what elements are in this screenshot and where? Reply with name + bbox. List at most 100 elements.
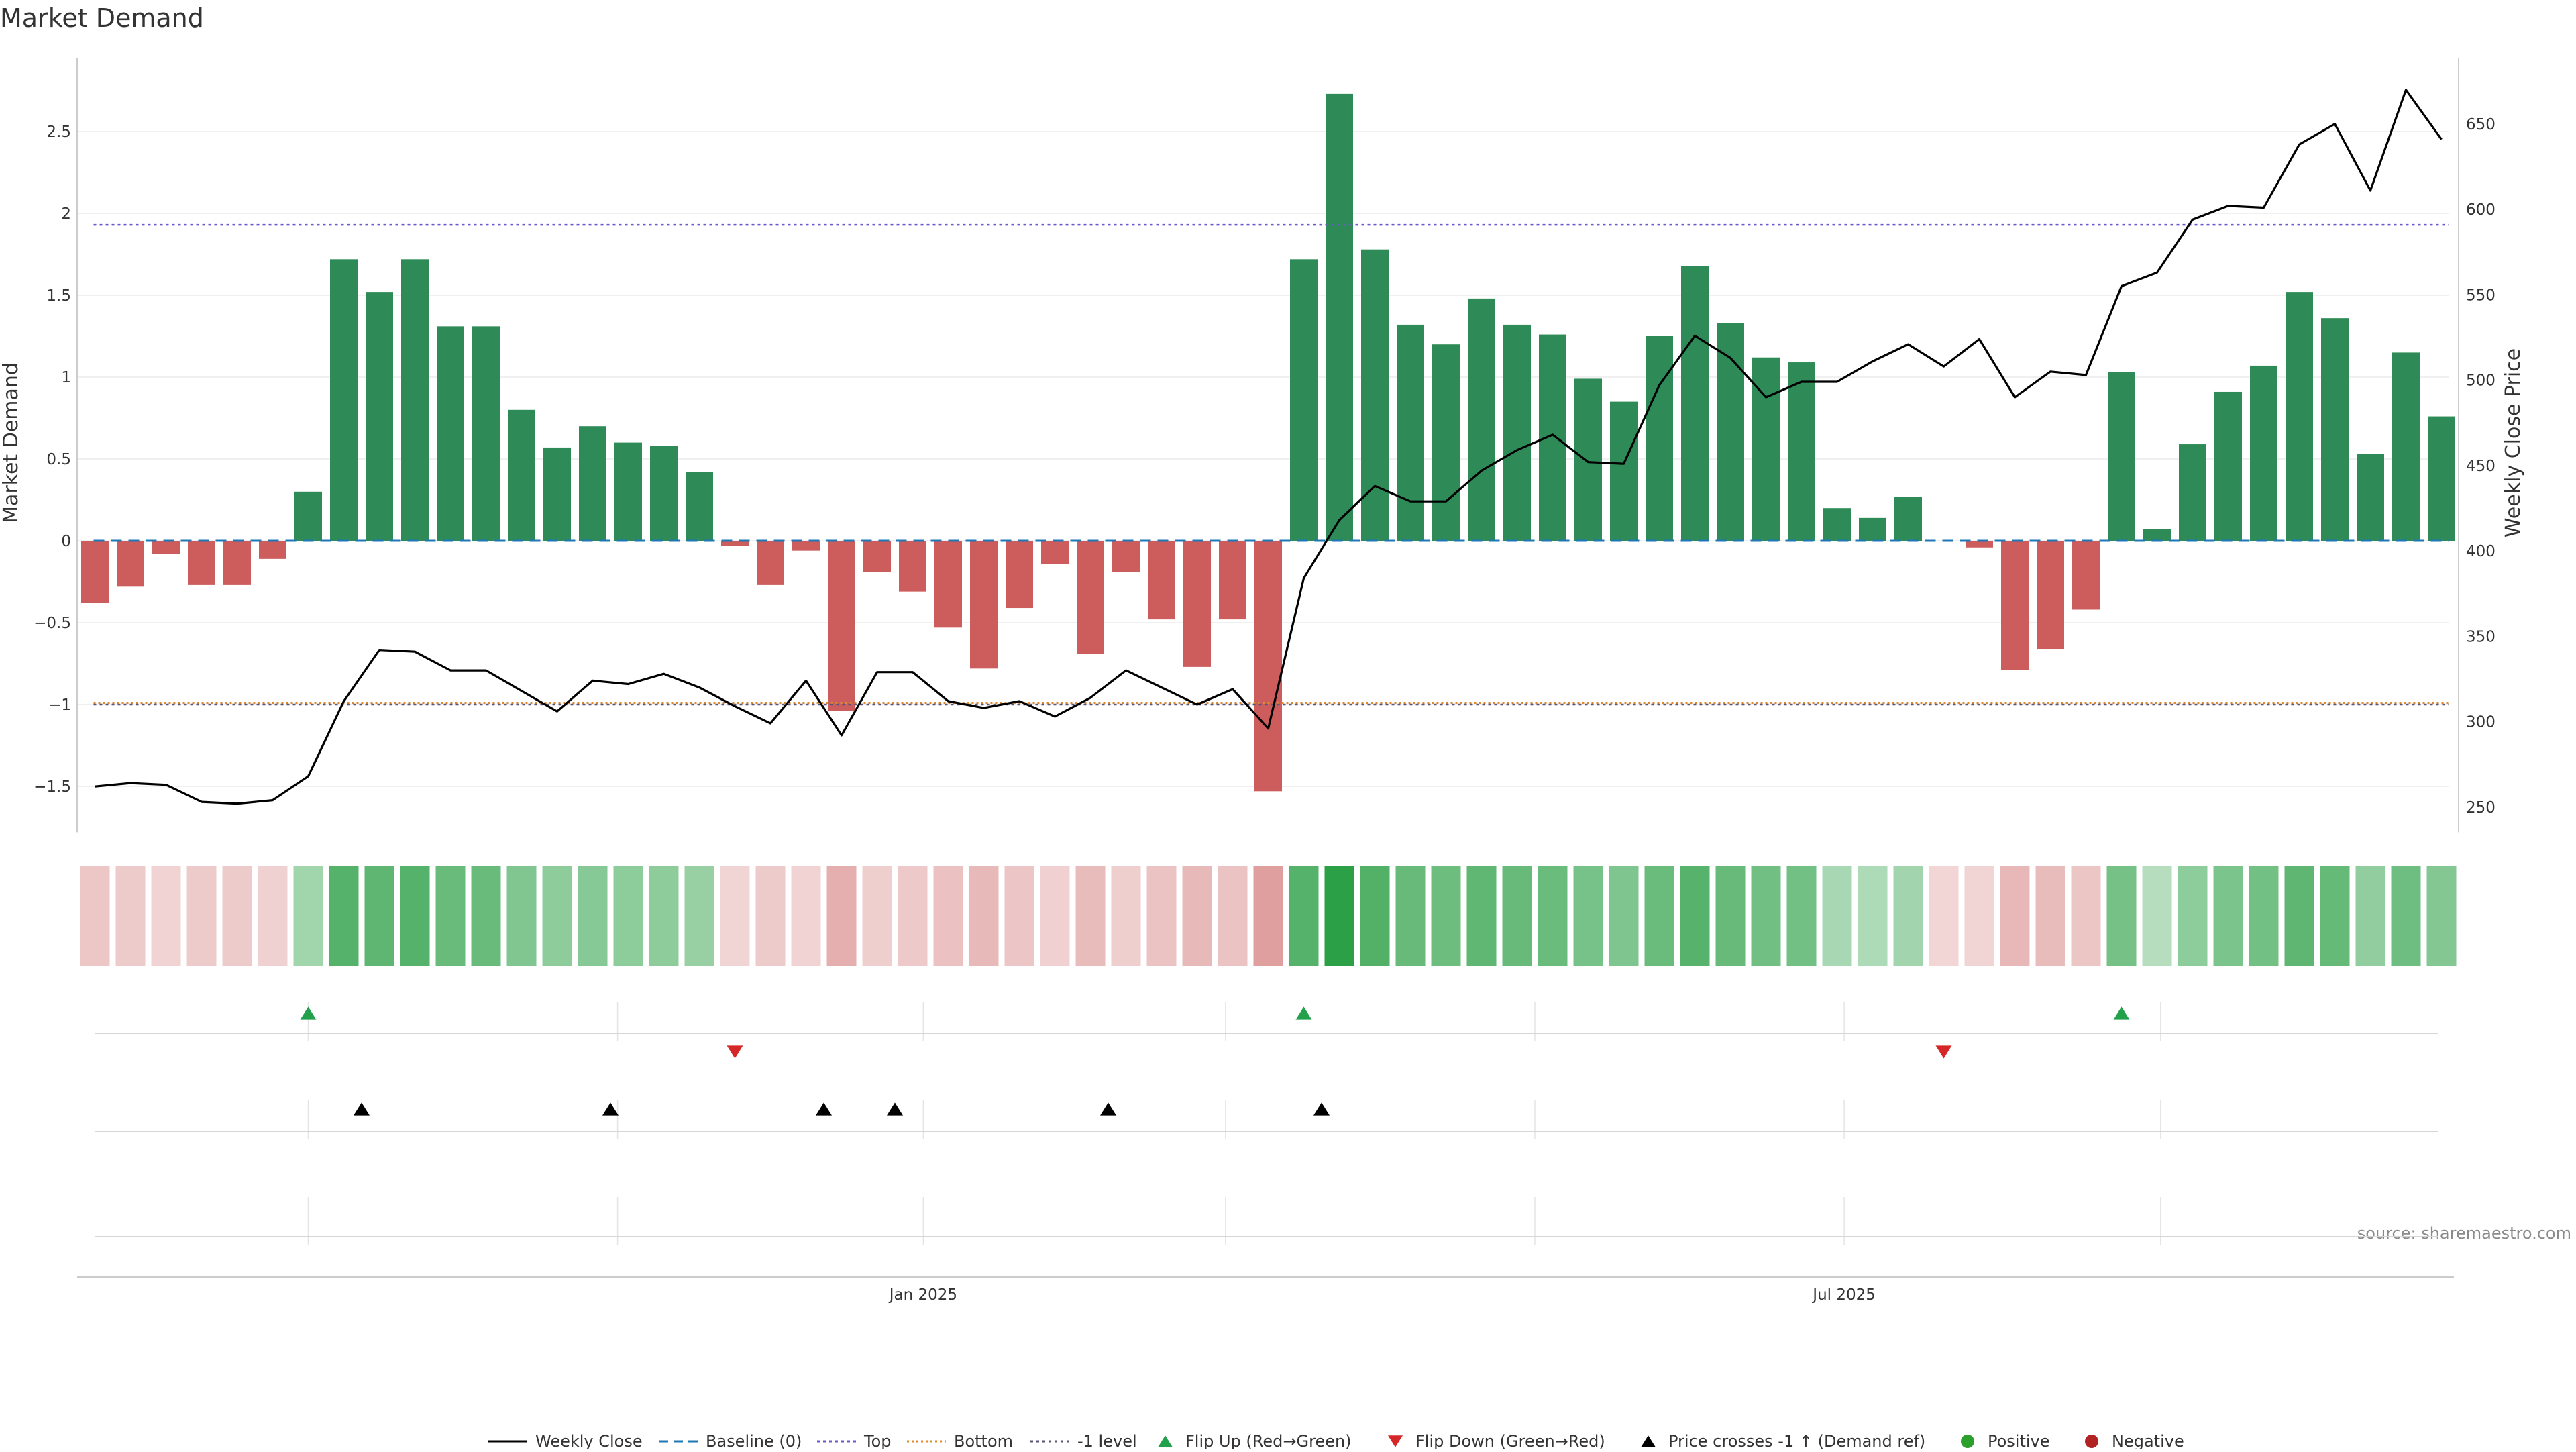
y-tick-label: −0.5 — [34, 615, 71, 632]
legend-flip-down: Flip Down (Green→Red) — [1388, 1432, 1605, 1451]
heatmap-cell — [1715, 866, 1746, 966]
heatmap-cell — [2320, 866, 2350, 966]
positive-bar — [1290, 259, 1318, 541]
positive-bar — [1752, 357, 1780, 541]
positive-bar — [1326, 93, 1353, 541]
heatmap-cell — [649, 866, 679, 966]
y-axis-title: Market Demand — [0, 362, 23, 523]
positive-bar — [1681, 266, 1709, 541]
heatmap-cell — [1964, 866, 1994, 966]
heatmap-cell — [1538, 866, 1568, 966]
heatmap-cell — [1395, 866, 1426, 966]
y2-tick-label: 400 — [2466, 543, 2496, 560]
heatmap-cell — [542, 866, 572, 966]
positive-bar — [2143, 529, 2171, 541]
y-tick-label: 2 — [61, 205, 71, 223]
heatmap-cell — [1360, 866, 1390, 966]
heatmap-cell — [2391, 866, 2421, 966]
positive-bar — [1432, 344, 1460, 541]
y2-tick-label: 250 — [2466, 799, 2496, 817]
legend-positive-label: Positive — [1988, 1432, 2050, 1449]
heatmap-cell — [2178, 866, 2208, 966]
flip-up-marker — [2113, 1006, 2130, 1020]
negative-bar — [1041, 541, 1069, 564]
legend-flip-up: Flip Up (Red→Green) — [1158, 1432, 1352, 1451]
legend-positive: Positive — [1961, 1432, 2050, 1451]
heatmap-cell — [1075, 866, 1106, 966]
negative-bar — [828, 541, 855, 711]
negative-bar — [81, 541, 109, 603]
negative-bar — [259, 541, 286, 559]
heatmap-cell — [471, 866, 501, 966]
heatmap-cell — [1822, 866, 1852, 966]
heatmap-cell — [2284, 866, 2314, 966]
heatmap-cell — [2000, 866, 2030, 966]
heatmap-cell — [613, 866, 643, 966]
positive-bar — [543, 447, 571, 541]
flip-up-marker — [300, 1006, 317, 1020]
positive-bar — [1361, 249, 1389, 541]
heatmap-cell — [1431, 866, 1461, 966]
negative-bar — [792, 541, 820, 551]
heatmap-cell — [2426, 866, 2457, 966]
heatmap-cell — [1218, 866, 1248, 966]
heatmap-cell — [720, 866, 750, 966]
positive-bar — [366, 292, 393, 541]
y-tick-label: −1.5 — [34, 778, 71, 796]
positive-bar — [2392, 352, 2420, 541]
legend-minus1-label: -1 level — [1077, 1432, 1137, 1449]
negative-bar — [1148, 541, 1175, 620]
heatmap-cell — [1466, 866, 1497, 966]
chart-title: Market Demand — [0, 3, 204, 33]
heatmap-cell — [2106, 866, 2137, 966]
heatmap-cell — [1751, 866, 1781, 966]
heatmap-cell — [1573, 866, 1603, 966]
y2-tick-label: 600 — [2466, 201, 2496, 219]
positive-bar — [650, 446, 678, 541]
y-tick-label: 2.5 — [46, 123, 71, 141]
heatmap-cell — [1644, 866, 1674, 966]
negative-bar — [188, 541, 215, 585]
legend-price-cross: Price crosses -1 ↑ (Demand ref) — [1641, 1432, 1925, 1451]
flip-down-marker — [727, 1045, 743, 1059]
positive-bar — [1823, 508, 1851, 541]
price-cross-marker — [354, 1102, 370, 1116]
positive-bar — [1503, 324, 1531, 541]
heatmap-cell — [329, 866, 359, 966]
heatmap-cell — [1680, 866, 1710, 966]
legend-weekly-close: Weekly Close — [488, 1432, 643, 1451]
y2-axis-title: Weekly Close Price — [2502, 348, 2525, 537]
flip-down-marker — [1935, 1045, 1952, 1059]
legend-minus1: -1 level — [1030, 1432, 1137, 1451]
positive-bar — [579, 426, 606, 541]
y2-tick-label: 350 — [2466, 628, 2496, 645]
legend-negative: Negative — [2085, 1432, 2184, 1451]
heatmap-cell — [115, 866, 146, 966]
heatmap-cell — [684, 866, 714, 966]
heatmap-cell — [222, 866, 252, 966]
heatmap-cell — [2213, 866, 2243, 966]
heatmap-cell — [1858, 866, 1888, 966]
y-tick-label: −1 — [48, 696, 71, 714]
heatmap-cell — [1786, 866, 1817, 966]
heatmap-cell — [80, 866, 110, 966]
negative-bar — [2001, 541, 2029, 670]
y-tick-label: 0.5 — [46, 451, 71, 468]
positive-bar — [1468, 298, 1495, 541]
positive-bar — [437, 326, 464, 541]
negative-bar — [1112, 541, 1140, 572]
price-cross-marker — [887, 1102, 903, 1116]
legend-positive-swatch — [1961, 1435, 1974, 1448]
heatmap-cell — [506, 866, 537, 966]
heatmap-cell — [293, 866, 323, 966]
price-cross-marker — [1100, 1102, 1116, 1116]
flip-up-marker — [1295, 1006, 1312, 1020]
positive-bar — [2214, 391, 2242, 541]
heatmap-cell — [933, 866, 963, 966]
y2-tick-label: 650 — [2466, 116, 2496, 134]
positive-bar — [1717, 323, 1744, 541]
positive-bar — [614, 442, 642, 541]
negative-bar — [2037, 541, 2064, 650]
legend-flip-down-label: Flip Down (Green→Red) — [1415, 1432, 1605, 1449]
y-tick-label: 1 — [61, 369, 71, 386]
